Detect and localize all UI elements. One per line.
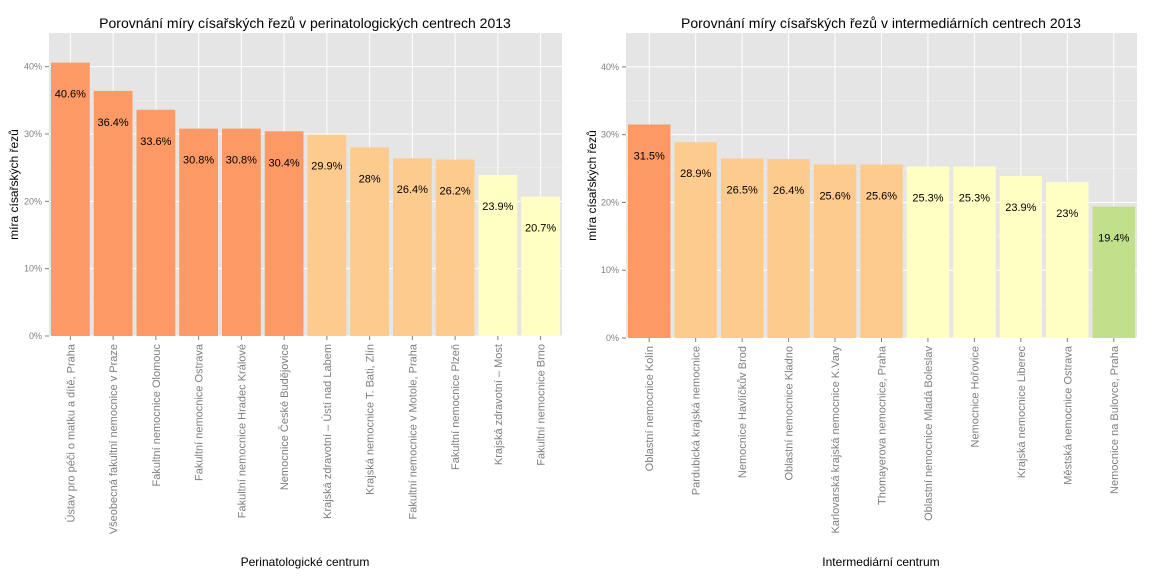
bar — [179, 128, 218, 336]
plot-background — [49, 33, 562, 336]
bar — [720, 158, 764, 338]
x-tick-label: Fakultní nemocnice v Motole, Praha — [407, 343, 419, 519]
x-tick-label: Městská nemocnice Ostrava — [1062, 345, 1074, 485]
y-tick-label: 40% — [24, 62, 42, 72]
x-tick-label: Oblastní nemocnice Mladá Boleslav — [923, 346, 935, 521]
chart-title: Porovnání míry císařských řezů v interme… — [681, 15, 1081, 31]
x-axis-title: Intermediární centrum — [822, 555, 939, 569]
bar — [1046, 182, 1089, 338]
bar — [350, 147, 389, 336]
y-tick-label: 10% — [601, 265, 619, 275]
x-tick-label: Pardubická krajská nemocnice — [691, 346, 703, 495]
bar-value-label: 25.3% — [959, 193, 990, 205]
bar-value-label: 23% — [1056, 208, 1078, 220]
bar — [521, 196, 560, 336]
bar — [767, 159, 810, 338]
bar — [674, 142, 717, 338]
x-tick-label: Fakultní nemocnice Brno — [536, 344, 548, 466]
x-tick-label: Oblastní nemocnice Kolín — [644, 346, 656, 471]
x-tick-label: Ústav pro péči o matku a dítě, Praha — [64, 343, 77, 522]
bar-value-label: 29.9% — [311, 161, 342, 173]
x-tick-label: Fakultní nemocnice Ostrava — [194, 343, 206, 481]
bar — [222, 128, 261, 336]
bar-value-label: 26.5% — [727, 184, 758, 196]
x-tick-label: Krajská nemocnice Liberec — [1016, 346, 1028, 479]
bar-value-label: 25.6% — [819, 190, 850, 202]
bar — [93, 90, 133, 336]
x-tick-label: Krajská nemocnice T. Bati, Zlín — [365, 344, 377, 495]
x-tick-label: Krajská zdravotní – Most — [493, 344, 505, 465]
y-tick-label: 20% — [24, 196, 42, 206]
y-tick-label: 30% — [24, 129, 42, 139]
bar — [307, 134, 347, 336]
bar-value-label: 30.8% — [183, 155, 214, 167]
bar — [478, 175, 518, 336]
bar-value-label: 26.4% — [773, 185, 804, 197]
bar-value-label: 23.9% — [1005, 202, 1036, 214]
chart-title: Porovnání míry císařských řezů v perinat… — [99, 15, 511, 31]
x-tick-label: Fakultní nemocnice Plzeň — [450, 344, 462, 470]
x-tick-label: Fakultní nemocnice Hradec Králové — [236, 344, 248, 518]
y-tick-label: 30% — [601, 130, 619, 140]
bar-value-label: 26.4% — [397, 184, 428, 196]
bar-value-label: 28% — [359, 173, 381, 185]
x-tick-label: Oblastní nemocnice Kladno — [784, 346, 796, 481]
x-tick-label: Karlovarská krajská nemocnice K.Vary — [830, 346, 842, 534]
bar — [999, 176, 1043, 338]
bar — [51, 62, 90, 336]
y-tick-label: 0% — [29, 331, 42, 341]
bar — [628, 124, 671, 338]
bar-value-label: 25.6% — [866, 190, 897, 202]
chart-panel-2: 0% 10% 20% 30% 40% 31.5% Oblastní nemocnice Ko… — [585, 15, 1137, 569]
x-tick-label: Krajská zdravotní – Ústí nad Labem — [321, 344, 334, 519]
bar-value-label: 31.5% — [634, 151, 665, 163]
bar — [906, 166, 950, 338]
bar-value-label: 20.7% — [525, 223, 556, 235]
x-tick-label: Nemocnice České Budějovice — [278, 344, 291, 490]
bar-value-label: 30.4% — [269, 157, 300, 169]
x-tick-label: Nemocnice na Bulovce, Praha — [1109, 345, 1121, 494]
bar — [1092, 206, 1135, 338]
y-axis-title: míra císařských řezů — [7, 129, 21, 240]
bar-value-label: 26.2% — [440, 186, 471, 198]
chart-panel-1: 0% 10% 20% 30% 40% 40.6% Ústav pro péči o matk… — [7, 15, 562, 569]
y-tick-label: 40% — [601, 62, 619, 72]
bar — [435, 159, 475, 336]
bar — [813, 164, 857, 338]
bar-value-label: 33.6% — [140, 136, 171, 148]
x-axis-title: Perinatologické centrum — [241, 555, 370, 569]
x-tick-label: Thomayerova nemocnice, Praha — [877, 345, 889, 505]
bar-value-label: 19.4% — [1098, 233, 1129, 245]
y-tick-label: 0% — [606, 333, 619, 343]
x-tick-label: Nemocnice Hořovice — [969, 346, 981, 447]
y-tick-label: 20% — [601, 197, 619, 207]
y-axis-title: míra císařských řezů — [585, 130, 599, 241]
bar-value-label: 28.9% — [680, 168, 711, 180]
bar-value-label: 40.6% — [55, 89, 86, 101]
y-tick-label: 10% — [24, 264, 42, 274]
x-tick-label: Všeobecná fakultní nemocnice v Praze — [108, 344, 120, 534]
bar-value-label: 23.9% — [482, 201, 513, 213]
bar — [953, 166, 996, 338]
bar — [860, 164, 903, 338]
bar — [393, 158, 432, 336]
bar-value-label: 25.3% — [912, 193, 943, 205]
bar-value-label: 36.4% — [98, 117, 129, 129]
bar — [264, 131, 304, 336]
x-tick-label: Nemocnice Havlíčkův Brod — [737, 346, 749, 478]
x-tick-label: Fakultní nemocnice Olomouc — [151, 344, 163, 487]
bar-value-label: 30.8% — [226, 155, 257, 167]
bar — [136, 109, 176, 336]
